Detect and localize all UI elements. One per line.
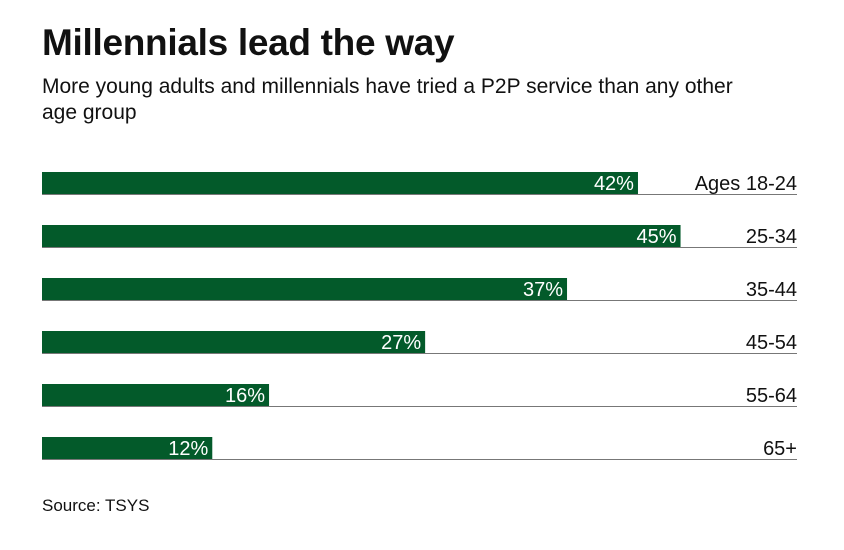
category-label: 45-54 [746, 332, 797, 354]
bar [42, 278, 568, 300]
category-label: Ages 18-24 [695, 173, 797, 195]
value-label: 12% [168, 438, 208, 460]
bar [42, 225, 681, 247]
category-label: 65+ [763, 438, 797, 460]
category-label: 25-34 [746, 226, 797, 248]
bar [42, 437, 213, 459]
chart-subtitle: More young adults and millennials have t… [42, 75, 733, 124]
chart-title: Millennials lead the way [42, 22, 455, 63]
value-label: 37% [523, 279, 563, 301]
source-note: Source: TSYS [42, 496, 150, 515]
value-label: 27% [381, 332, 421, 354]
value-label: 42% [594, 173, 634, 195]
category-label: 55-64 [746, 385, 797, 407]
category-label: 35-44 [746, 279, 797, 301]
value-label: 16% [225, 385, 265, 407]
value-label: 45% [637, 226, 677, 248]
bar [42, 331, 426, 353]
bar [42, 384, 270, 406]
bar [42, 172, 638, 194]
